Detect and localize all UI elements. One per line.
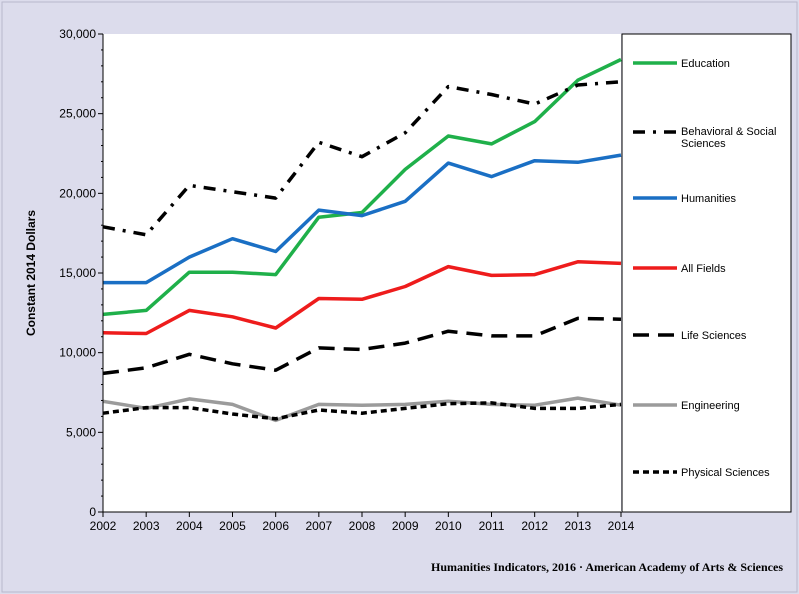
series-line-3: [102, 260, 622, 336]
legend: Education Behavioral & Social Sciences Huma…: [633, 58, 776, 479]
x-tick-label: 2007: [305, 519, 332, 533]
legend-label-2: Humanities: [681, 193, 737, 205]
y-axis-label: Constant 2014 Dollars: [24, 210, 38, 336]
legend-label-0: Education: [681, 58, 730, 70]
x-tick-label: 2008: [349, 519, 376, 533]
series-line-0: [102, 57, 622, 317]
series-layer: [102, 57, 622, 423]
y-tick-label: 30,000: [59, 27, 96, 41]
x-tick-label: 2010: [435, 519, 462, 533]
x-tick-label: 2006: [262, 519, 289, 533]
y-tick-label: 0: [89, 505, 96, 519]
x-tick-label: 2004: [176, 519, 203, 533]
series-line-1: [102, 80, 622, 237]
legend-label-4: Life Sciences: [681, 330, 747, 342]
legend-label-5: Engineering: [681, 400, 740, 412]
legend-label-6: Physical Sciences: [681, 467, 770, 479]
legend-box: [621, 33, 792, 513]
y-tick-label: 5,000: [66, 425, 96, 439]
x-tick-label: 2003: [133, 519, 160, 533]
x-tick-label: 2005: [219, 519, 246, 533]
legend-label-1: Behavioral & Social Sciences: [681, 126, 776, 150]
x-tick-label: 2014: [608, 519, 635, 533]
x-tick-label: 2012: [521, 519, 548, 533]
x-tick-label: 2009: [392, 519, 419, 533]
x-tick-label: 2011: [479, 519, 505, 533]
y-tick-label: 20,000: [59, 186, 96, 200]
x-tick-label: 2013: [564, 519, 591, 533]
source-note: Humanities Indicators, 2016 · American A…: [431, 560, 783, 574]
series-line-4: [102, 316, 622, 376]
y-tick-label: 25,000: [59, 107, 96, 121]
axes-layer: 0 5,000 10,000 15,000 20,000 25,000 30,000 2002…: [59, 27, 634, 533]
y-tick-label: 15,000: [59, 266, 96, 280]
series-line-6: [102, 401, 622, 421]
y-tick-label: 10,000: [59, 346, 96, 360]
x-tick-label: 2002: [90, 519, 117, 533]
series-line-2: [103, 153, 622, 285]
legend-label-3: All Fields: [681, 263, 726, 275]
series-line-5: [102, 396, 622, 423]
